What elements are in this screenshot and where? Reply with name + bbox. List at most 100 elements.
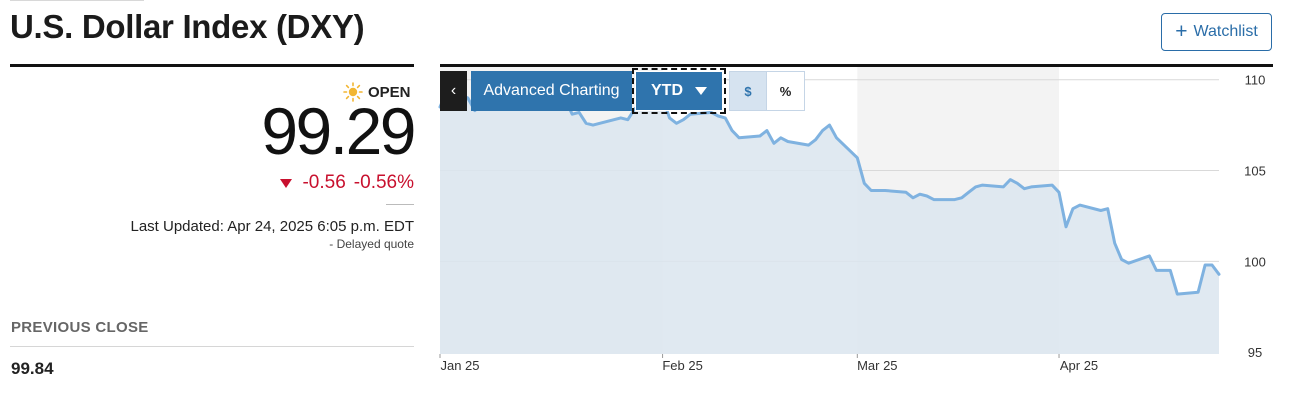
data-point — [975, 186, 977, 188]
data-point — [877, 190, 879, 191]
last-updated: Last Updated: Apr 24, 2025 6:05 p.m. EDT — [130, 218, 414, 235]
data-point — [676, 122, 677, 124]
data-point — [1058, 191, 1060, 193]
data-point — [822, 130, 823, 132]
data-point — [1218, 273, 1220, 275]
data-point — [1072, 208, 1074, 210]
data-point — [961, 197, 963, 199]
data-point — [759, 135, 761, 137]
data-point — [954, 199, 956, 201]
data-point — [738, 137, 740, 139]
data-point — [1148, 255, 1150, 257]
data-point — [815, 139, 817, 141]
quote-top-rule — [10, 64, 414, 67]
price-change: -0.56 -0.56% — [280, 172, 414, 194]
data-point — [780, 137, 782, 139]
collapse-panel-button[interactable]: ‹ — [440, 71, 467, 111]
data-point — [829, 124, 830, 126]
percent-mode-button[interactable]: % — [767, 71, 805, 111]
data-point — [592, 124, 594, 126]
top-divider — [10, 0, 144, 1]
data-point — [1030, 186, 1032, 188]
add-to-watchlist-button[interactable]: + Watchlist — [1161, 13, 1272, 51]
down-arrow-icon — [280, 178, 293, 188]
data-point — [773, 142, 775, 144]
data-point — [787, 141, 789, 142]
data-point — [1204, 264, 1206, 266]
data-point — [933, 199, 935, 201]
price-area-fill — [440, 81, 1219, 354]
market-status: OPEN — [343, 82, 411, 102]
chart-top-rule — [440, 64, 1273, 67]
previous-close-label: PREVIOUS CLOSE — [11, 319, 149, 336]
data-point — [912, 197, 914, 199]
previous-close-divider — [10, 346, 414, 347]
x-tick-label: Feb 25 — [662, 358, 702, 373]
data-point — [1002, 186, 1004, 188]
page-title: U.S. Dollar Index (DXY) — [10, 8, 365, 45]
data-point — [1114, 242, 1116, 244]
change-percent: -0.56% — [353, 172, 414, 193]
data-point — [870, 190, 872, 191]
y-tick-label: 110 — [1245, 73, 1266, 88]
data-point — [1016, 182, 1018, 184]
watchlist-label: Watchlist — [1193, 23, 1258, 40]
data-point — [1121, 259, 1123, 260]
x-tick-label: Mar 25 — [857, 358, 897, 373]
time-range-label: YTD — [651, 82, 683, 99]
data-point — [1155, 269, 1157, 271]
plus-icon: + — [1175, 19, 1188, 43]
data-point — [1169, 269, 1171, 271]
data-point — [863, 182, 865, 184]
data-point — [884, 190, 886, 191]
caret-down-icon — [695, 87, 707, 95]
x-tick-label: Jan 25 — [440, 358, 479, 373]
data-point — [982, 184, 983, 186]
y-tick-label: 95 — [1248, 345, 1262, 360]
data-point — [1211, 264, 1213, 266]
data-point — [620, 117, 622, 119]
chart-toolbar: ‹ Advanced Charting YTD $ % — [440, 68, 805, 114]
data-point — [1023, 188, 1025, 190]
previous-close-value: 99.84 — [11, 359, 54, 378]
data-point — [856, 157, 858, 159]
data-point — [1176, 293, 1178, 295]
data-point — [669, 117, 670, 119]
x-tick-label: Apr 25 — [1060, 358, 1098, 373]
data-point — [1162, 269, 1164, 271]
data-point — [766, 130, 768, 132]
data-point — [627, 119, 629, 121]
data-point — [1065, 226, 1067, 228]
data-point — [1051, 184, 1053, 186]
data-point — [1100, 210, 1102, 211]
change-divider — [386, 204, 414, 205]
data-point — [571, 113, 573, 115]
data-point — [585, 122, 587, 124]
advanced-charting-button[interactable]: Advanced Charting — [471, 71, 632, 111]
data-point — [926, 195, 928, 197]
data-point — [467, 97, 469, 99]
delayed-quote-note: - Delayed quote — [329, 237, 414, 251]
change-points: -0.56 — [302, 172, 346, 193]
data-point — [710, 111, 712, 113]
y-tick-label: 105 — [1244, 164, 1266, 179]
data-point — [905, 191, 907, 193]
time-range-dropdown[interactable]: YTD — [632, 68, 726, 114]
data-point — [836, 137, 837, 139]
dollar-mode-button[interactable]: $ — [729, 71, 767, 111]
sun-icon — [343, 82, 363, 102]
data-point — [968, 191, 970, 193]
data-point — [919, 193, 921, 195]
y-tick-label: 100 — [1244, 254, 1266, 269]
data-point — [613, 119, 615, 121]
data-point — [1128, 262, 1130, 264]
data-point — [731, 130, 733, 132]
data-point — [682, 119, 684, 121]
chevron-left-icon: ‹ — [450, 82, 457, 99]
data-point — [724, 117, 726, 119]
data-point — [1079, 204, 1081, 206]
last-price: 99.29 — [261, 94, 416, 168]
market-status-label: OPEN — [368, 83, 411, 101]
data-point — [1197, 291, 1199, 293]
